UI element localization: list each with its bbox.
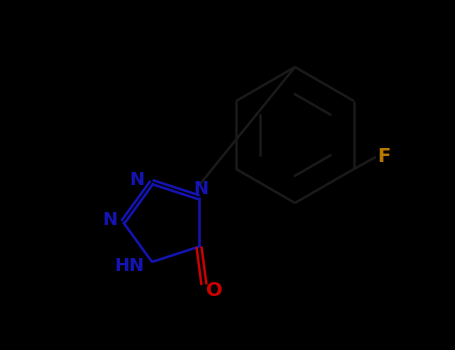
Text: O: O (206, 281, 222, 300)
Text: N: N (129, 171, 144, 189)
Text: N: N (102, 211, 117, 229)
Text: HN: HN (114, 257, 144, 275)
Text: F: F (377, 147, 390, 166)
Text: N: N (193, 180, 208, 198)
